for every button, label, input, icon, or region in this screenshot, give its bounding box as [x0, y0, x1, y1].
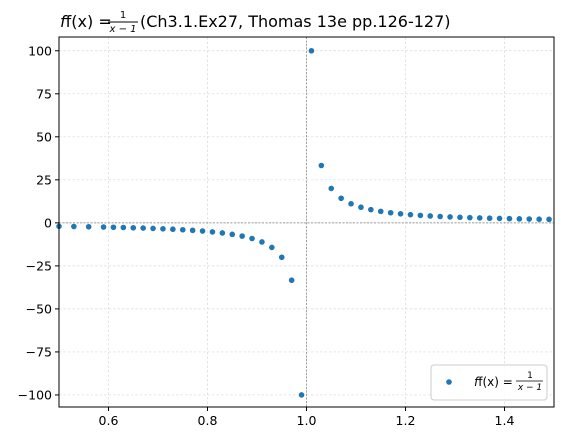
reference-lines [59, 37, 554, 407]
data-point [397, 211, 404, 217]
data-point [447, 214, 453, 220]
data-point [526, 216, 533, 222]
legend: ff(x) = 1 x − 1 [430, 364, 548, 401]
legend-label: ff(x) = [474, 375, 513, 389]
data-point [229, 231, 236, 238]
data-point [269, 244, 275, 251]
x-tick-label: 0.6 [99, 413, 119, 428]
y-tick-label: 25 [36, 172, 52, 187]
data-point [130, 224, 137, 231]
y-tick-label: −25 [26, 258, 52, 273]
data-point [516, 216, 523, 222]
data-point [259, 239, 265, 245]
data-point [338, 195, 344, 202]
data-point [308, 47, 315, 54]
data-point [467, 214, 473, 221]
y-tick-label: −75 [26, 344, 52, 359]
data-point [476, 215, 483, 221]
data-point [278, 254, 285, 261]
legend-fraction-denominator: x − 1 [517, 383, 542, 393]
data-point [377, 208, 384, 215]
x-tick-label: 1.2 [396, 413, 416, 428]
data-point [120, 224, 127, 231]
data-point [239, 233, 245, 239]
data-point [496, 215, 503, 222]
data-point [427, 213, 434, 219]
data-point [189, 227, 196, 234]
data-point [140, 225, 146, 231]
legend-box [430, 364, 548, 401]
data-point [546, 216, 552, 223]
title-fraction-numerator: 1 [120, 10, 126, 21]
title-fraction: 1 x − 1 [108, 10, 138, 35]
data-point [110, 224, 117, 231]
data-point [85, 223, 92, 230]
data-point [417, 212, 424, 219]
data-point [219, 230, 226, 236]
title-fraction-denominator: x − 1 [108, 24, 136, 35]
data-point [199, 228, 206, 234]
chart-title: ff(x) = [60, 12, 112, 31]
x-tick-label: 1.4 [495, 413, 515, 428]
data-point [368, 206, 374, 213]
x-axis-ticks: 0.6 0.8 1.0 1.2 1.4 [99, 407, 515, 428]
data-point [486, 215, 493, 222]
data-point [160, 225, 166, 232]
y-tick-label: −50 [26, 301, 52, 316]
data-point [179, 226, 186, 233]
data-point [328, 185, 335, 192]
data-point [288, 277, 295, 284]
y-axis-ticks: 100 75 50 25 0 −25 −50 −75 −100 [18, 43, 59, 402]
y-tick-label: 100 [28, 43, 52, 58]
y-tick-label: 75 [36, 86, 52, 101]
x-tick-label: 0.8 [198, 413, 218, 428]
data-point [387, 209, 394, 216]
data-point [348, 200, 354, 207]
data-point [209, 229, 216, 235]
data-point [249, 235, 255, 242]
y-tick-label: −100 [18, 387, 52, 402]
chart-title-suffix: (Ch3.1.Ex27, Thomas 13e pp.126-127) [140, 12, 451, 31]
legend-fraction-numerator: 1 [527, 371, 533, 381]
data-point [100, 224, 107, 230]
data-point [506, 215, 513, 222]
y-tick-label: 0 [44, 215, 52, 230]
data-point [407, 211, 414, 218]
data-point [536, 216, 542, 222]
data-point [150, 225, 156, 232]
y-tick-label: 50 [36, 129, 52, 144]
legend-marker [446, 379, 452, 385]
data-point [457, 214, 463, 221]
data-point [298, 392, 305, 398]
data-point [318, 162, 325, 169]
data-point [71, 223, 77, 230]
x-tick-label: 1.0 [297, 413, 317, 428]
data-point [170, 226, 176, 233]
grid [59, 37, 554, 407]
data-point [437, 213, 443, 220]
data-point [358, 204, 364, 211]
